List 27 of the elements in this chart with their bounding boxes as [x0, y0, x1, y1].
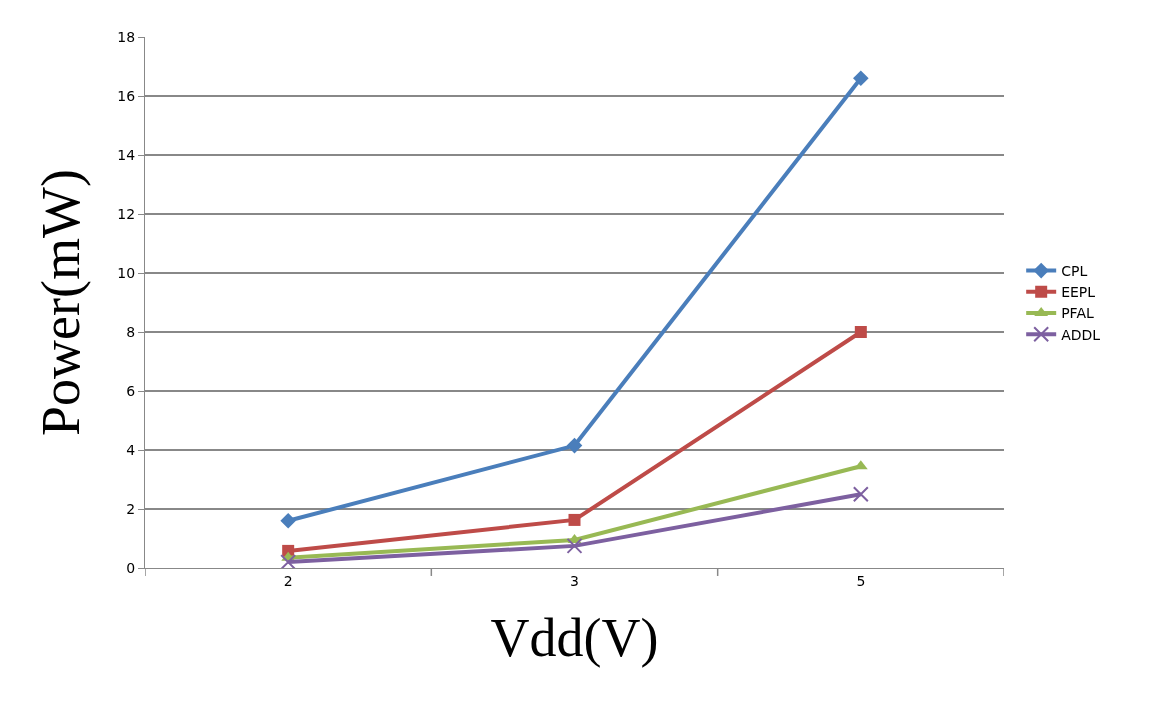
y-tick-label: 2	[126, 500, 136, 517]
y-tick-label: 6	[126, 382, 136, 399]
y-tick-label: 4	[126, 441, 136, 458]
x-tick-label: 5	[856, 572, 866, 589]
y-tick-label: 16	[117, 87, 136, 104]
point	[280, 554, 297, 568]
point	[566, 437, 583, 454]
y-tick-label: 0	[126, 559, 136, 576]
legend-label: EEPL	[1061, 284, 1096, 301]
point	[852, 486, 869, 503]
legend-label: ADDL	[1061, 326, 1101, 343]
y-tick-label: 10	[117, 264, 136, 281]
legend-label: PFAL	[1061, 305, 1094, 322]
point	[853, 70, 869, 87]
y-axis-title: Power(mW)	[30, 169, 91, 436]
point	[854, 326, 867, 338]
x-tick-label: 3	[570, 572, 579, 589]
y-tick-label: 8	[126, 323, 136, 340]
point	[566, 537, 583, 554]
legend-label: CPL	[1061, 263, 1088, 280]
y-tick-label: 14	[117, 146, 136, 163]
y-tick-label: 12	[117, 205, 136, 222]
point	[280, 513, 296, 529]
x-tick-label: 2	[283, 572, 293, 589]
y-tick-label: 18	[117, 28, 136, 45]
point	[568, 513, 581, 526]
x-axis-title: Vdd(V)	[490, 608, 659, 669]
